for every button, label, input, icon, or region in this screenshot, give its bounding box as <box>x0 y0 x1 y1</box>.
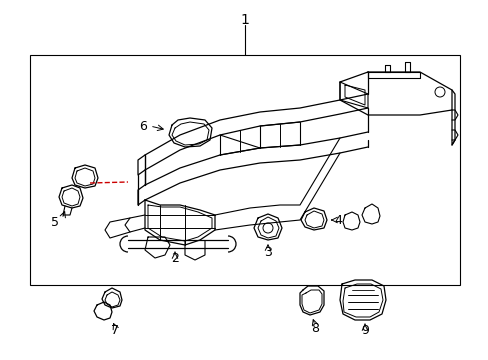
Text: 9: 9 <box>360 324 368 337</box>
Text: 2: 2 <box>171 252 179 265</box>
Text: 8: 8 <box>310 321 318 334</box>
Text: 6: 6 <box>139 120 146 132</box>
Text: 7: 7 <box>111 324 119 337</box>
Text: 5: 5 <box>51 216 59 229</box>
Text: 4: 4 <box>333 213 341 226</box>
Bar <box>30 55 459 285</box>
Text: 3: 3 <box>264 246 271 258</box>
Text: 1: 1 <box>240 13 249 27</box>
